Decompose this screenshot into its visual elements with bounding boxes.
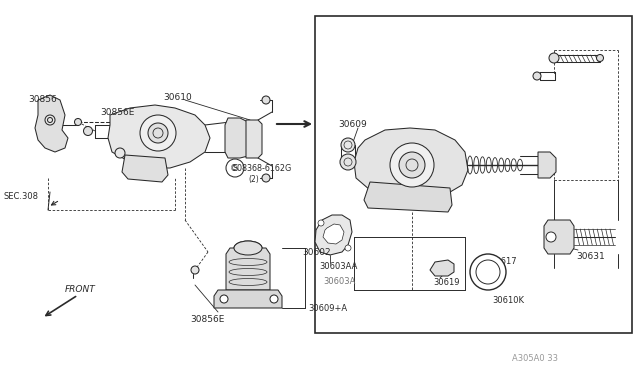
Polygon shape — [354, 128, 468, 200]
Polygon shape — [214, 290, 282, 308]
Bar — [315, 16, 632, 333]
Text: 30603AA: 30603AA — [319, 262, 357, 271]
Circle shape — [546, 232, 556, 242]
Polygon shape — [544, 220, 574, 254]
Text: S: S — [232, 164, 237, 173]
Circle shape — [262, 174, 270, 182]
Ellipse shape — [476, 260, 500, 284]
Polygon shape — [246, 120, 262, 158]
Text: 30603A: 30603A — [323, 277, 355, 286]
Text: SEC.308: SEC.308 — [4, 192, 39, 201]
Circle shape — [45, 115, 55, 125]
Text: 30856: 30856 — [28, 95, 57, 104]
Circle shape — [74, 119, 81, 125]
Circle shape — [115, 148, 125, 158]
Text: 30609+A: 30609+A — [308, 304, 347, 313]
Text: 30609: 30609 — [338, 120, 367, 129]
Text: 30856E: 30856E — [190, 315, 225, 324]
Text: ©08368-6162G: ©08368-6162G — [230, 164, 292, 173]
Text: 30856E: 30856E — [100, 108, 134, 117]
Text: 30617: 30617 — [490, 257, 516, 266]
Circle shape — [341, 138, 355, 152]
Text: FRONT: FRONT — [65, 285, 96, 294]
Circle shape — [83, 126, 93, 135]
Circle shape — [399, 152, 425, 178]
Circle shape — [390, 143, 434, 187]
Polygon shape — [538, 152, 556, 178]
Circle shape — [533, 72, 541, 80]
Ellipse shape — [470, 254, 506, 290]
Ellipse shape — [234, 241, 262, 255]
Polygon shape — [364, 182, 452, 212]
Text: 30619: 30619 — [433, 278, 460, 287]
Polygon shape — [122, 155, 168, 182]
Circle shape — [191, 266, 199, 274]
Polygon shape — [226, 248, 270, 290]
Text: 30602: 30602 — [302, 248, 331, 257]
Circle shape — [226, 159, 244, 177]
Circle shape — [596, 55, 604, 61]
Circle shape — [270, 295, 278, 303]
Circle shape — [262, 96, 270, 104]
Circle shape — [549, 53, 559, 63]
Circle shape — [140, 115, 176, 151]
Circle shape — [318, 220, 324, 226]
Text: A305A0 33: A305A0 33 — [512, 354, 558, 363]
Polygon shape — [225, 118, 248, 158]
Text: 30610K: 30610K — [492, 296, 524, 305]
Text: 30631: 30631 — [576, 252, 605, 261]
Text: (2): (2) — [248, 175, 259, 184]
Circle shape — [148, 123, 168, 143]
Polygon shape — [108, 105, 210, 168]
Text: 30610: 30610 — [163, 93, 192, 102]
Polygon shape — [430, 260, 454, 276]
Circle shape — [220, 295, 228, 303]
Circle shape — [345, 245, 351, 251]
Circle shape — [340, 154, 356, 170]
Polygon shape — [315, 215, 352, 255]
Polygon shape — [35, 95, 68, 152]
Polygon shape — [323, 224, 344, 244]
